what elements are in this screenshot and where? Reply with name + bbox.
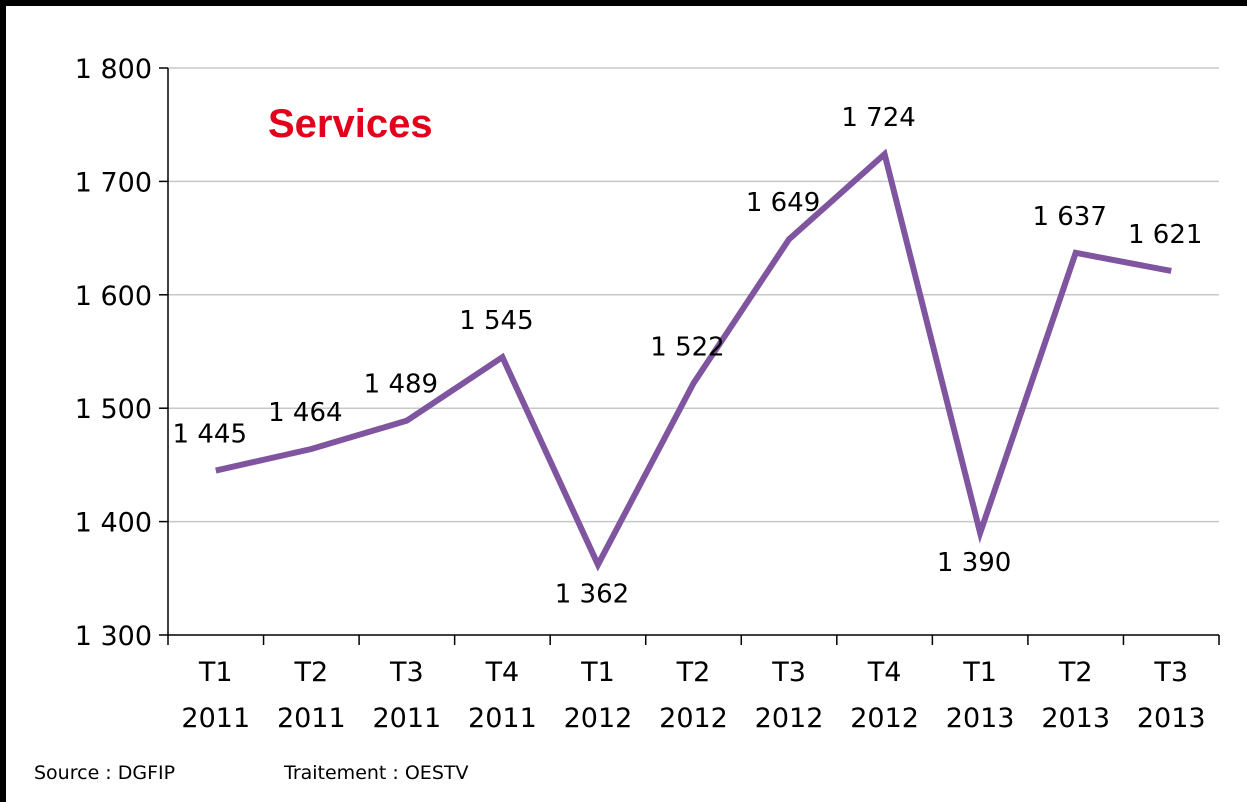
data-label: 1 489 [364,370,438,400]
y-tick-label: 1 800 [75,54,152,85]
data-label: 1 464 [268,398,342,428]
x-category-label: T3 [1153,657,1188,688]
y-tick-label: 1 500 [75,394,152,425]
x-category-year: 2013 [1137,703,1206,734]
x-category-year: 2013 [946,703,1015,734]
x-category-label: T2 [676,657,711,688]
y-tick-label: 1 400 [75,508,152,539]
y-tick-label: 1 700 [75,167,152,198]
y-tick-label: 1 300 [75,621,152,652]
x-category-label: T4 [867,657,902,688]
x-category-label: T2 [1058,657,1093,688]
x-category-year: 2011 [181,703,250,734]
x-category-year: 2011 [277,703,346,734]
chart-title: Services [268,102,433,146]
series-line [215,148,1172,572]
x-category-year: 2011 [468,703,537,734]
x-category-year: 2012 [564,703,633,734]
data-label: 1 390 [937,548,1011,578]
x-category-year: 2012 [850,703,919,734]
data-label: 1 621 [1128,220,1202,250]
data-label: 1 649 [746,188,820,218]
x-category-label: T2 [293,657,328,688]
x-category-label: T1 [198,657,233,688]
line-chart: 1 300 1 400 1 500 1 600 1 700 1 800 T1 2011 T2 20… [75,54,1220,734]
x-category-label: T1 [962,657,997,688]
x-category-year: 2011 [373,703,442,734]
data-label: 1 362 [555,580,629,610]
x-category-year: 2013 [1041,703,1110,734]
x-category-year: 2012 [755,703,824,734]
data-label: 1 445 [173,420,247,450]
data-label: 1 545 [459,306,533,336]
x-category-label: T3 [389,657,424,688]
data-label: 1 522 [650,332,724,362]
data-label: 1 724 [841,103,915,133]
x-category-label: T3 [771,657,806,688]
treatment-note: Traitement : OESTV [284,762,469,784]
x-category-label: T4 [485,657,520,688]
x-category-year: 2012 [659,703,728,734]
x-category-label: T1 [580,657,615,688]
source-note: Source : DGFIP [34,762,176,784]
y-tick-label: 1 600 [75,281,152,312]
data-label: 1 637 [1032,202,1106,232]
